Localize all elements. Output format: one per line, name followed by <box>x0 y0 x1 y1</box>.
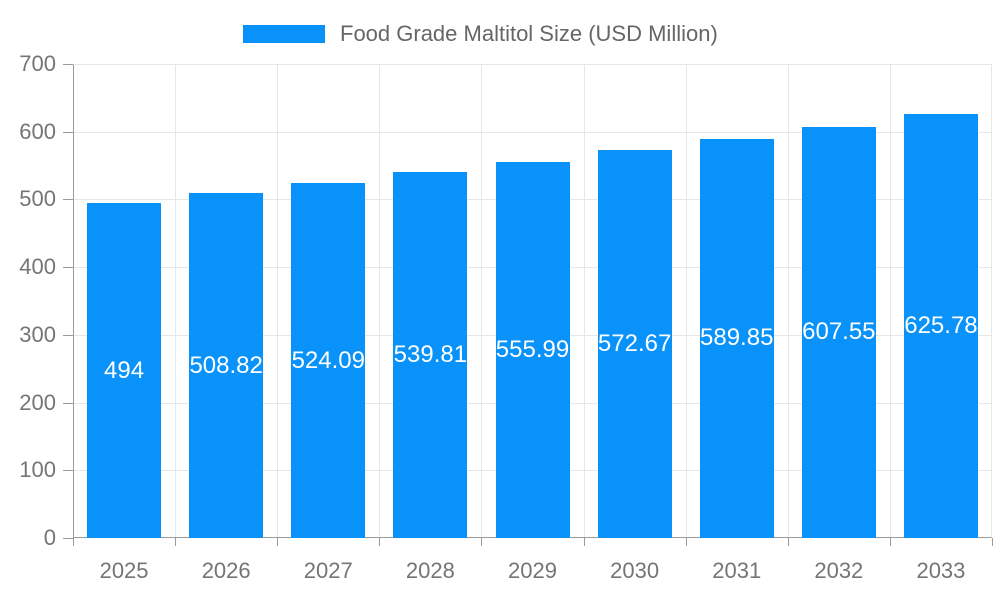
x-axis-tick-label: 2027 <box>303 558 353 583</box>
y-axis-tick-label: 500 <box>19 186 56 212</box>
bar-value-label: 524.09 <box>291 346 365 374</box>
y-axis-tick-mark <box>63 64 73 65</box>
y-axis-tick-mark <box>63 470 73 472</box>
gridline-vertical <box>685 64 687 538</box>
x-axis-tick-label: 2025 <box>99 558 149 583</box>
y-axis-tick-mark <box>63 199 73 201</box>
bar-value-label: 539.81 <box>393 341 468 369</box>
gridline-vertical <box>379 64 381 538</box>
y-axis-tick-label: 600 <box>19 118 56 144</box>
legend-item[interactable]: Food Grade Maltitol Size (USD Million) <box>243 21 718 46</box>
x-axis-tick-mark <box>787 538 789 546</box>
x-axis-tick-mark <box>175 538 177 546</box>
legend-swatch-icon <box>243 25 325 43</box>
bar-value-label: 589.85 <box>700 324 774 352</box>
bar-value-label: 572.67 <box>597 330 672 358</box>
bar-value-label: 508.82 <box>189 351 263 379</box>
bar <box>495 161 570 538</box>
bar <box>801 126 876 538</box>
bar <box>597 150 672 538</box>
x-axis-tick-mark <box>992 538 993 546</box>
y-axis-tick-label: 300 <box>19 321 56 347</box>
gridline-vertical <box>889 64 891 538</box>
bar <box>699 138 774 538</box>
gridline-vertical <box>175 64 177 538</box>
gridline-vertical <box>481 64 483 538</box>
x-axis-tick-mark <box>379 538 381 546</box>
y-axis-tick-mark <box>63 267 73 269</box>
gridline-horizontal <box>73 131 992 133</box>
y-axis-tick-mark <box>63 131 73 133</box>
bar <box>393 172 468 538</box>
y-axis-tick-label: 200 <box>19 389 56 415</box>
y-axis-tick-label: 100 <box>19 457 56 483</box>
gridline-vertical <box>787 64 789 538</box>
x-axis-tick-label: 2029 <box>508 558 557 583</box>
x-axis-tick-label: 2032 <box>814 558 864 583</box>
x-axis-tick-label: 2026 <box>201 558 251 583</box>
gridline-vertical <box>583 64 585 538</box>
x-axis-tick-label: 2033 <box>916 558 966 583</box>
bar-value-label: 625.78 <box>904 312 978 340</box>
y-axis-tick-mark <box>63 538 73 539</box>
bar-value-label: 494 <box>104 356 145 384</box>
y-axis-tick-label: 0 <box>43 525 56 550</box>
y-axis-tick-mark <box>63 402 73 404</box>
bar <box>189 193 264 538</box>
x-axis-tick-mark <box>685 538 687 546</box>
gridline-vertical <box>277 64 279 538</box>
y-axis-tick-label: 400 <box>19 254 56 280</box>
bar <box>291 183 366 538</box>
x-axis-tick-mark <box>583 538 585 546</box>
x-axis-tick-mark <box>73 538 74 546</box>
bar-value-label: 607.55 <box>802 318 876 346</box>
bar <box>87 203 162 538</box>
x-axis-tick-label: 2031 <box>712 558 762 583</box>
bar <box>903 114 978 538</box>
x-axis-tick-mark <box>481 538 483 546</box>
x-axis-tick-label: 2030 <box>610 558 660 583</box>
x-axis-tick-mark <box>889 538 891 546</box>
bar-value-label: 555.99 <box>495 335 570 363</box>
y-axis-tick-mark <box>63 334 73 336</box>
x-axis-tick-mark <box>277 538 279 546</box>
legend-label: Food Grade Maltitol Size (USD Million) <box>340 21 718 46</box>
x-axis-tick-label: 2028 <box>405 558 455 583</box>
y-axis-tick-label: 700 <box>19 51 56 76</box>
